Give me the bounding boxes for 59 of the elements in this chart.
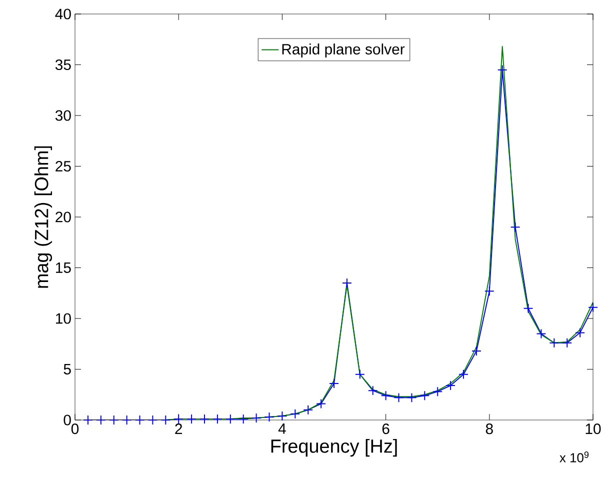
point <box>212 414 222 424</box>
y-tick-label: 10 <box>56 313 71 324</box>
y-tick-label: 25 <box>56 160 71 172</box>
text: x 10$^{9}$ <box>560 452 589 462</box>
point <box>420 390 430 401</box>
point <box>108 415 119 425</box>
x-axis-title: Frequency [Hz] <box>271 438 397 457</box>
point <box>148 415 158 425</box>
x-tick-label: 10 <box>586 424 601 434</box>
x-tick-label: 2 <box>175 424 182 434</box>
y-tick-label: 5 <box>64 364 71 374</box>
y-tick-label: 0 <box>64 414 71 426</box>
point <box>497 64 508 75</box>
point <box>225 414 236 424</box>
point <box>368 386 378 396</box>
y-tick-label: 40 <box>55 8 71 20</box>
point <box>200 414 210 424</box>
point <box>82 415 93 425</box>
y-tick-label: 35 <box>55 59 71 70</box>
point <box>354 369 365 380</box>
point <box>536 328 546 339</box>
point <box>380 390 391 401</box>
point <box>588 302 598 312</box>
legend-label: Rapid plane solver <box>282 44 405 58</box>
y-tick-label: 20 <box>56 212 71 222</box>
point <box>446 380 456 390</box>
y-tick-label: 30 <box>55 110 71 121</box>
point <box>122 415 132 425</box>
x-tick-label: 0 <box>71 424 79 434</box>
point <box>186 414 197 424</box>
point <box>134 415 145 425</box>
x-tick-label: 6 <box>382 424 390 434</box>
y-tick-label: 15 <box>56 262 71 273</box>
point <box>432 386 443 397</box>
point <box>96 415 106 425</box>
point <box>562 338 572 348</box>
point <box>471 346 482 356</box>
y-axis-title: mag (Z12) [Ohm] <box>34 146 52 288</box>
point <box>160 415 171 425</box>
point <box>316 398 326 409</box>
point <box>484 286 494 296</box>
point <box>290 408 300 419</box>
point <box>329 378 339 388</box>
point <box>549 338 560 348</box>
point <box>342 278 352 288</box>
point <box>303 404 314 415</box>
x-tick-label: 4 <box>278 424 286 434</box>
point <box>575 328 586 338</box>
point <box>238 414 248 424</box>
point <box>264 412 274 422</box>
point <box>251 412 262 423</box>
point <box>458 369 468 380</box>
x-tick-label: 8 <box>486 424 493 434</box>
point <box>523 303 534 314</box>
point <box>394 392 404 403</box>
point <box>174 414 184 424</box>
point <box>277 410 288 421</box>
point <box>510 222 520 232</box>
point <box>406 392 417 403</box>
